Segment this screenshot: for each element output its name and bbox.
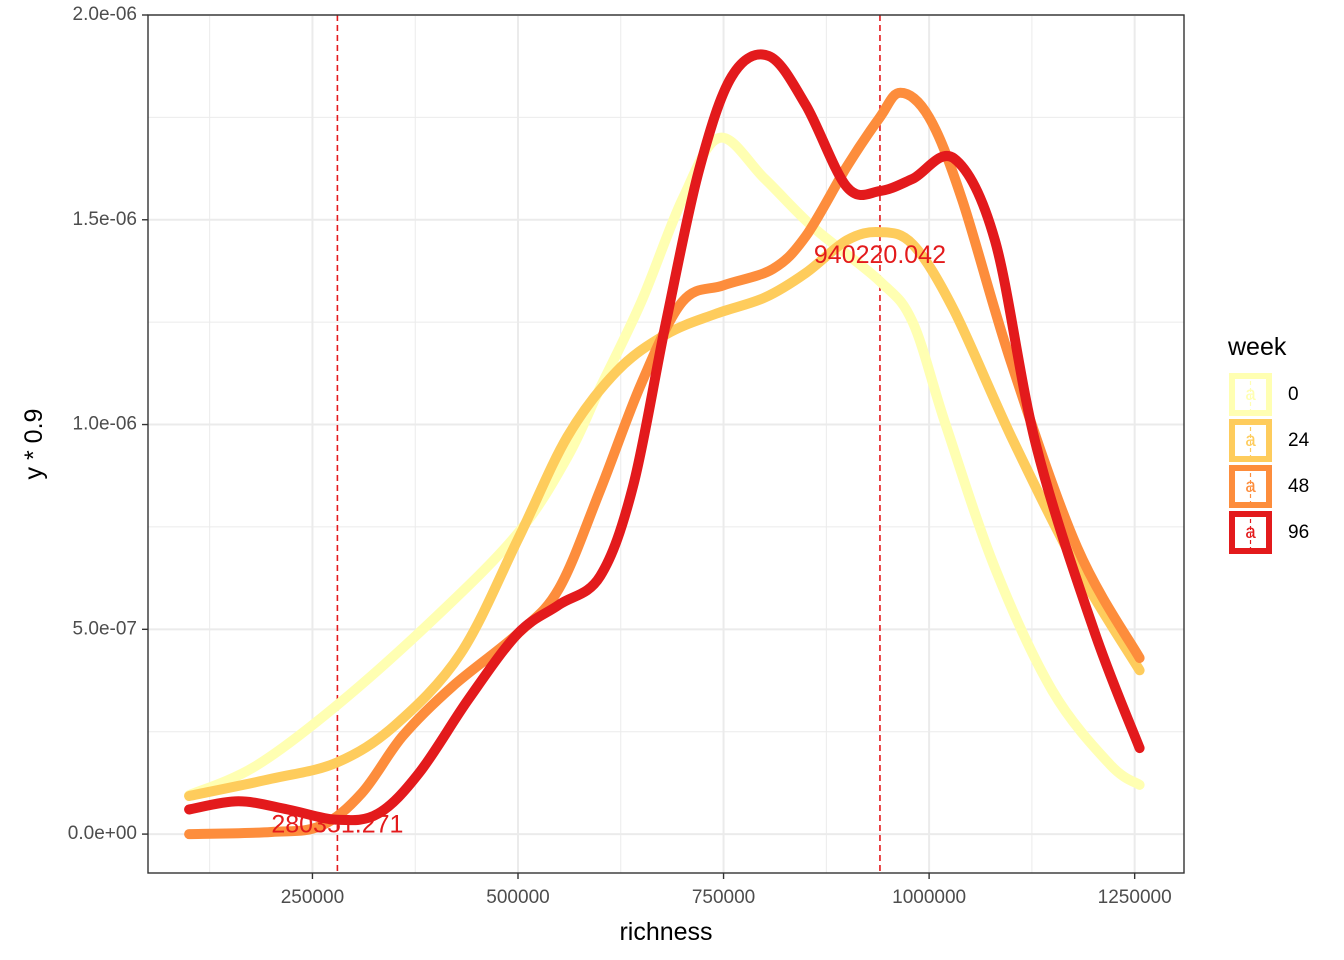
y-tick-label-0: 0.0e+00 bbox=[68, 823, 137, 844]
vline-label-0: 280351.271 bbox=[271, 811, 403, 839]
y-axis-ticks: 0.0e+00 5.0e-07 1.0e-06 1.5e-06 2.0e-06 bbox=[68, 4, 148, 844]
y-tick-label-3: 1.5e-06 bbox=[73, 209, 137, 230]
reference-labels: 280351.271 940220.042 bbox=[271, 241, 946, 838]
x-axis-title: richness bbox=[619, 918, 712, 946]
y-tick-label-1: 5.0e-07 bbox=[73, 618, 137, 639]
x-tick-label-0: 250000 bbox=[281, 887, 344, 908]
legend-key-week-48: a 48 bbox=[1229, 465, 1309, 508]
series-line-week-48 bbox=[184, 87, 1145, 840]
legend-key-week-96: a 96 bbox=[1229, 511, 1309, 554]
reference-lines bbox=[336, 15, 881, 873]
x-tick-label-2: 750000 bbox=[692, 887, 755, 908]
series-line-week-96 bbox=[184, 49, 1145, 826]
x-tick-label-1: 500000 bbox=[486, 887, 549, 908]
panel-background bbox=[148, 15, 1184, 873]
legend-text-glyph-24: a bbox=[1245, 430, 1256, 451]
series-line-week-24 bbox=[184, 226, 1145, 801]
legend-title: week bbox=[1227, 333, 1287, 361]
legend-key-week-24: a 24 bbox=[1229, 419, 1310, 462]
legend: week a 0a 24a 48a 96 bbox=[1227, 333, 1310, 554]
legend-label-week-96: 96 bbox=[1288, 522, 1309, 543]
series-line-week-0 bbox=[184, 132, 1145, 801]
y-tick-label-2: 1.0e-06 bbox=[73, 414, 137, 435]
x-axis-ticks: 250000 500000 750000 1000000 1250000 bbox=[281, 873, 1172, 908]
legend-label-week-0: 0 bbox=[1288, 384, 1299, 405]
vline-label-1: 940220.042 bbox=[814, 241, 946, 269]
legend-label-week-24: 24 bbox=[1288, 430, 1310, 451]
legend-text-glyph-48: a bbox=[1245, 476, 1256, 497]
x-tick-label-3: 1000000 bbox=[892, 887, 966, 908]
legend-label-week-48: 48 bbox=[1288, 476, 1309, 497]
legend-text-glyph-96: a bbox=[1245, 522, 1256, 543]
y-axis-title: y * 0.9 bbox=[20, 409, 48, 480]
panel-border bbox=[147, 14, 1185, 874]
y-tick-label-4: 2.0e-06 bbox=[73, 4, 137, 25]
x-tick-label-4: 1250000 bbox=[1098, 887, 1172, 908]
legend-text-glyph-0: a bbox=[1245, 384, 1256, 405]
density-series bbox=[184, 49, 1145, 840]
